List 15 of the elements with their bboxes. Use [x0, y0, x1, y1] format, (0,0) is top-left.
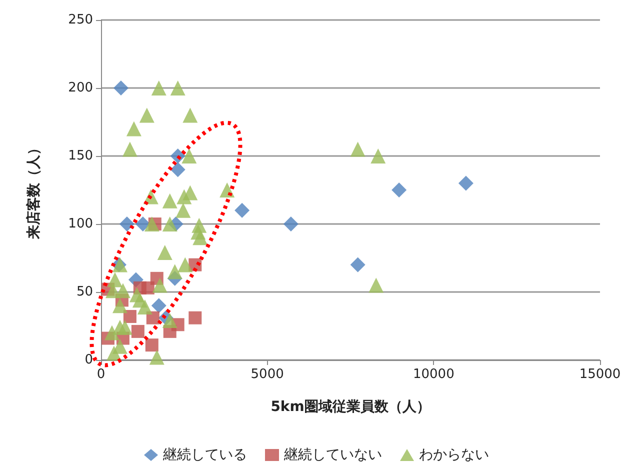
x-tick-label: 0 [96, 367, 106, 382]
y-tick-label: 150 [68, 148, 93, 164]
x-tick-label: 5000 [250, 367, 284, 382]
legend-label: 継続していない [283, 447, 382, 463]
y-tick-label: 0 [84, 352, 93, 368]
y-tick-label: 200 [68, 80, 93, 96]
y-tick-label: 100 [68, 216, 93, 232]
x-tick-label: 10000 [412, 367, 454, 382]
legend-label: わからない [419, 447, 489, 463]
x-axis-title: 5km圏域従業員数（人） [270, 399, 430, 415]
x-tick-label: 15000 [579, 367, 621, 382]
y-axis-title: 来店客数（人） [25, 141, 42, 240]
y-tick-label: 250 [68, 12, 93, 28]
y-tick-label: 50 [76, 284, 93, 300]
legend-label: 継続している [162, 447, 247, 463]
